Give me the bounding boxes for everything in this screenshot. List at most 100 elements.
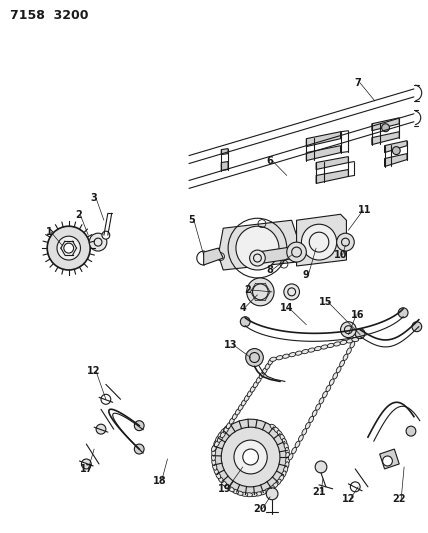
Ellipse shape: [308, 348, 315, 352]
Circle shape: [250, 250, 265, 266]
Ellipse shape: [228, 487, 234, 492]
Ellipse shape: [272, 483, 278, 488]
Ellipse shape: [347, 339, 353, 343]
Ellipse shape: [212, 458, 216, 465]
Ellipse shape: [282, 439, 287, 445]
Ellipse shape: [286, 452, 290, 459]
Ellipse shape: [214, 468, 218, 474]
Polygon shape: [218, 220, 297, 270]
Ellipse shape: [283, 466, 288, 473]
Circle shape: [47, 226, 90, 270]
Text: 14: 14: [280, 303, 294, 313]
Ellipse shape: [217, 436, 223, 442]
Circle shape: [351, 482, 360, 492]
Ellipse shape: [333, 373, 338, 379]
Ellipse shape: [226, 423, 232, 429]
Circle shape: [89, 233, 107, 251]
Ellipse shape: [312, 410, 317, 416]
Ellipse shape: [302, 350, 309, 354]
Text: 4: 4: [239, 303, 246, 313]
Circle shape: [221, 427, 280, 487]
Text: 1: 1: [46, 227, 53, 237]
Ellipse shape: [214, 440, 218, 447]
Polygon shape: [204, 248, 223, 265]
Text: 3: 3: [91, 193, 98, 204]
Ellipse shape: [336, 367, 341, 373]
Ellipse shape: [246, 493, 253, 497]
Ellipse shape: [241, 400, 246, 406]
Ellipse shape: [315, 346, 321, 351]
Ellipse shape: [347, 348, 351, 354]
Text: 7: 7: [355, 78, 362, 88]
Ellipse shape: [247, 391, 252, 397]
Ellipse shape: [270, 357, 276, 361]
Ellipse shape: [250, 492, 257, 497]
Ellipse shape: [264, 488, 270, 493]
Polygon shape: [372, 118, 399, 131]
Ellipse shape: [316, 404, 321, 410]
Ellipse shape: [330, 379, 334, 385]
Text: 2: 2: [244, 285, 251, 295]
Polygon shape: [385, 154, 407, 166]
Text: 12: 12: [87, 367, 101, 376]
Ellipse shape: [224, 484, 230, 489]
Ellipse shape: [244, 395, 249, 401]
Text: 2: 2: [75, 210, 82, 220]
Circle shape: [355, 329, 365, 338]
Ellipse shape: [274, 427, 279, 433]
Circle shape: [337, 233, 354, 251]
Text: 7158  3200: 7158 3200: [10, 9, 89, 22]
Ellipse shape: [284, 443, 288, 450]
Ellipse shape: [232, 489, 238, 494]
Ellipse shape: [212, 445, 217, 451]
Ellipse shape: [289, 352, 296, 357]
Ellipse shape: [334, 342, 340, 346]
Ellipse shape: [285, 462, 289, 469]
Ellipse shape: [279, 475, 284, 481]
Polygon shape: [306, 146, 341, 160]
Circle shape: [406, 426, 416, 436]
Ellipse shape: [277, 431, 282, 437]
Circle shape: [247, 278, 274, 306]
Ellipse shape: [221, 429, 226, 434]
Ellipse shape: [220, 432, 226, 438]
Ellipse shape: [302, 429, 307, 435]
Ellipse shape: [268, 486, 274, 491]
Ellipse shape: [260, 490, 266, 495]
Ellipse shape: [221, 480, 227, 486]
Ellipse shape: [319, 398, 324, 404]
Circle shape: [266, 488, 278, 500]
Ellipse shape: [218, 477, 223, 483]
Ellipse shape: [259, 373, 264, 378]
Circle shape: [236, 226, 279, 270]
Ellipse shape: [268, 359, 273, 365]
Circle shape: [134, 444, 144, 454]
Ellipse shape: [238, 404, 243, 410]
Ellipse shape: [321, 345, 328, 349]
Text: 13: 13: [224, 340, 238, 350]
Text: 15: 15: [319, 297, 333, 307]
Polygon shape: [306, 132, 341, 147]
Circle shape: [287, 242, 306, 262]
Circle shape: [134, 421, 144, 431]
Circle shape: [383, 456, 392, 466]
Ellipse shape: [281, 471, 286, 478]
Text: 8: 8: [267, 265, 273, 275]
Ellipse shape: [350, 342, 355, 348]
Ellipse shape: [232, 413, 237, 419]
Circle shape: [301, 224, 337, 260]
Ellipse shape: [213, 463, 217, 470]
Ellipse shape: [323, 391, 327, 398]
Circle shape: [398, 308, 408, 318]
Circle shape: [81, 459, 91, 469]
Ellipse shape: [309, 416, 314, 423]
Ellipse shape: [285, 448, 289, 455]
Ellipse shape: [211, 454, 215, 461]
Text: 11: 11: [358, 205, 372, 215]
Circle shape: [241, 317, 250, 327]
Text: 9: 9: [303, 270, 310, 280]
Text: 19: 19: [218, 484, 232, 494]
Ellipse shape: [223, 427, 229, 433]
Ellipse shape: [265, 364, 270, 369]
Ellipse shape: [326, 385, 331, 392]
